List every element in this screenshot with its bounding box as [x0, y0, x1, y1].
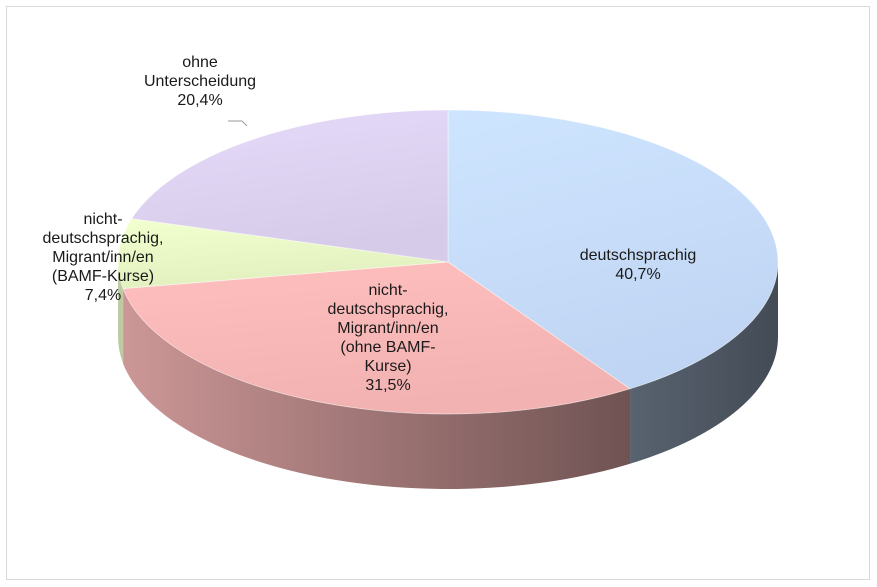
- slice-label-nicht-deutschsprachig-bamf: nicht- deutschsprachig, Migrant/inn/en (…: [42, 211, 164, 304]
- slice-label-ohne-unterscheidung: ohne Unterscheidung 20,4%: [143, 54, 257, 109]
- pie-slice-nicht-deutschsprachig-ohne-bamf: [122, 261, 631, 415]
- pie-slice-ohne-unterscheidung: [131, 109, 449, 263]
- pie-side-nicht-deutschsprachig-bamf: [118, 262, 124, 364]
- slice-label-deutschsprachig: deutschsprachig 40,7%: [579, 247, 697, 283]
- slice-label-nicht-deutschsprachig-ohne-bamf: nicht- deutschsprachig, Migrant/inn/en (…: [327, 282, 449, 394]
- pie-slice-nicht-deutschsprachig-bamf: [117, 218, 449, 290]
- pie-side-deutschsprachig: [630, 262, 778, 464]
- leader-line-ohne-unterscheidung: [228, 120, 248, 127]
- pie-side-nicht-deutschsprachig-ohne-bamf: [123, 288, 631, 490]
